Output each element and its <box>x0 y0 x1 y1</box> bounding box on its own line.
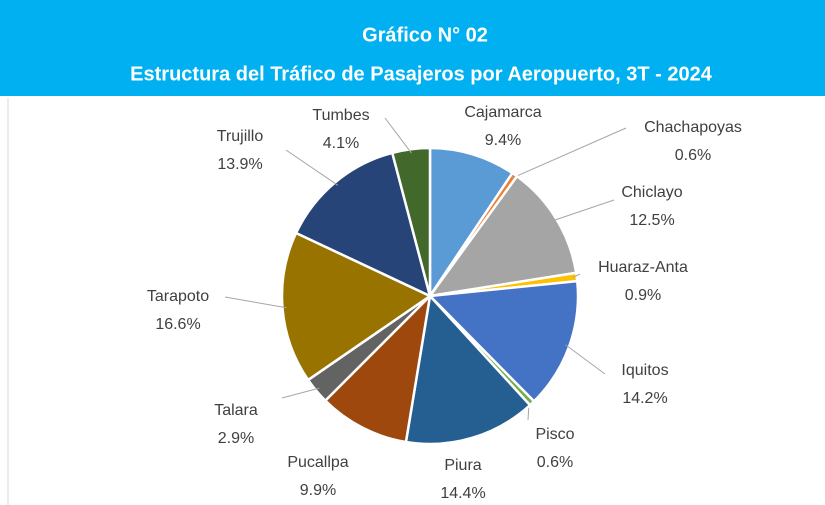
leader-line <box>572 273 581 278</box>
slice-name: Chachapoyas <box>644 119 742 136</box>
slice-value-label: 14.2% <box>622 390 667 407</box>
leader-line <box>565 344 606 375</box>
header-band <box>0 0 825 96</box>
slice-value-label: 2.9% <box>218 430 254 447</box>
slice-value-label: 0.9% <box>625 287 661 304</box>
slice-value-label: 12.5% <box>629 212 674 229</box>
leader-line <box>552 199 615 222</box>
slice-value-label: 9.9% <box>300 482 336 499</box>
chart-title: Gráfico N° 02 <box>362 24 488 46</box>
leader-line <box>224 296 287 309</box>
slice-name: Trujillo <box>217 128 264 145</box>
slice-name: Huaraz-Anta <box>598 259 688 276</box>
pie-slice <box>323 292 432 444</box>
pie-slice <box>427 279 580 404</box>
slice-name: Talara <box>214 402 258 419</box>
pie-slice <box>390 146 432 297</box>
pie-slice <box>428 146 515 301</box>
pie-slice <box>404 293 532 446</box>
leader-line <box>512 127 627 179</box>
slice-name: Cajamarca <box>464 104 541 121</box>
pie-slice <box>427 174 578 298</box>
slice-value-label: 13.9% <box>217 156 262 173</box>
slice-name: Pucallpa <box>287 454 348 471</box>
chart-subtitle: Estructura del Tráfico de Pasajeros por … <box>130 63 713 85</box>
slice-name: Tumbes <box>312 107 369 124</box>
slice-name: Pisco <box>535 426 574 443</box>
leader-line <box>281 387 320 399</box>
slice-name: Iquitos <box>621 362 668 379</box>
pie-slice <box>294 151 432 299</box>
slice-value-label: 0.6% <box>537 454 573 471</box>
leader-line <box>285 149 339 186</box>
slice-value-label: 9.4% <box>485 132 521 149</box>
slice-value-label: 4.1% <box>323 135 359 152</box>
slice-name: Tarapoto <box>147 288 209 305</box>
leader-line <box>384 117 412 154</box>
pie-slice <box>280 231 433 382</box>
slice-value-label: 16.6% <box>155 316 200 333</box>
slice-value-label: 14.4% <box>440 485 485 502</box>
slice-name: Chiclayo <box>621 184 682 201</box>
slice-value-label: 0.6% <box>675 147 711 164</box>
slice-name: Piura <box>444 457 481 474</box>
